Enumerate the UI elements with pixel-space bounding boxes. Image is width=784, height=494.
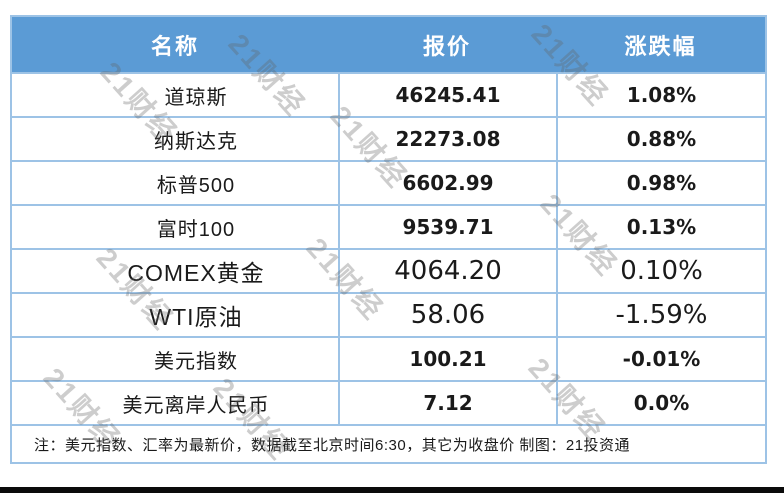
cell-change: -0.01%: [556, 338, 765, 380]
cell-price: 58.06: [338, 294, 556, 336]
header-cell-change: 涨跌幅: [624, 33, 697, 59]
cell-price: 46245.41: [338, 74, 556, 116]
cell-price: 4064.20: [338, 250, 556, 292]
cell-change: 0.13%: [556, 206, 765, 248]
market-table: 名称 报价 涨跌幅 道琼斯 46245.41 1.08% 纳斯达克 22273.…: [10, 15, 767, 464]
cell-change: 0.98%: [556, 162, 765, 204]
cell-name: 富时100: [156, 218, 236, 241]
table-row: 标普500 6602.99 0.98%: [12, 160, 765, 204]
cell-name: 美元离岸人民币: [122, 394, 270, 417]
cell-name: 标普500: [156, 174, 236, 197]
cell-price: 22273.08: [338, 118, 556, 160]
table-row: WTI原油 58.06 -1.59%: [12, 292, 765, 336]
table-row: 美元离岸人民币 7.12 0.0%: [12, 380, 765, 424]
cell-name: 美元指数: [154, 350, 238, 373]
bottom-bar: [0, 487, 784, 493]
table-header: 名称 报价 涨跌幅: [12, 17, 765, 72]
cell-name: 纳斯达克: [154, 130, 238, 153]
cell-name: 道琼斯: [164, 86, 228, 109]
table-row: 美元指数 100.21 -0.01%: [12, 336, 765, 380]
cell-change: 0.88%: [556, 118, 765, 160]
cell-name: COMEX黄金: [127, 260, 265, 286]
cell-price: 6602.99: [338, 162, 556, 204]
cell-price: 100.21: [338, 338, 556, 380]
cell-name: WTI原油: [149, 304, 243, 330]
cell-price: 9539.71: [338, 206, 556, 248]
header-cell-name: 名称: [150, 33, 199, 59]
cell-change: 0.10%: [556, 250, 765, 292]
cell-price: 7.12: [338, 382, 556, 424]
table-footnote: 注：美元指数、汇率为最新价，数据截至北京时间6:30，其它为收盘价 制图：21投…: [12, 424, 765, 462]
table-row: 纳斯达克 22273.08 0.88%: [12, 116, 765, 160]
cell-change: -1.59%: [556, 294, 765, 336]
cell-change: 1.08%: [556, 74, 765, 116]
table-row: 富时100 9539.71 0.13%: [12, 204, 765, 248]
table-row: 道琼斯 46245.41 1.08%: [12, 72, 765, 116]
table-row: COMEX黄金 4064.20 0.10%: [12, 248, 765, 292]
header-cell-price: 报价: [422, 33, 471, 59]
cell-change: 0.0%: [556, 382, 765, 424]
